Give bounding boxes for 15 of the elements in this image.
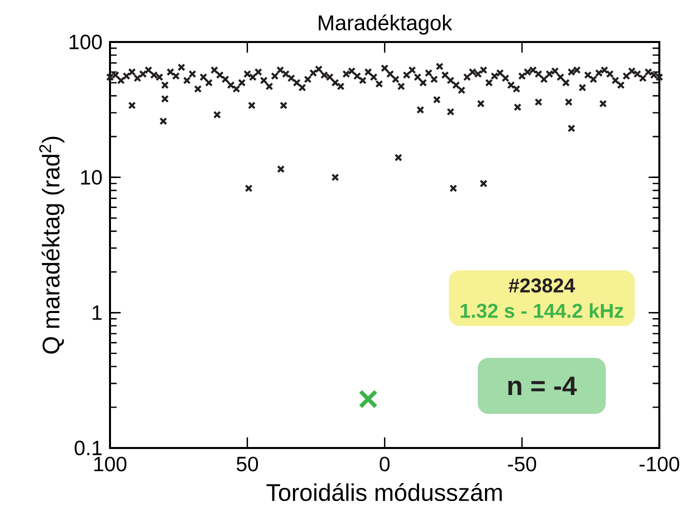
annotation: 1.32 s - 144.2 kHz — [460, 303, 624, 318]
chart-title: Maradéktagok — [318, 14, 452, 35]
annotation: #23824 — [508, 278, 576, 293]
y-tick-label: 100 — [70, 34, 102, 50]
x-tick-label: 50 — [236, 456, 258, 472]
x-tick-label: -50 — [508, 456, 536, 472]
annotation: n = -4 — [508, 376, 577, 396]
y-tick-label: 10 — [81, 170, 102, 185]
y-tick-label: 0.1 — [74, 440, 102, 456]
y-axis-title: Q maradéktag (rad$^{2}$) — [39, 136, 64, 354]
y-tick-label: 1 — [92, 306, 102, 320]
x-axis-title: Toroidális módusszám — [266, 483, 502, 502]
x-tick-label: 100 — [94, 456, 126, 472]
x-tick-label: -100 — [640, 456, 680, 472]
x-tick-label: 0 — [380, 456, 390, 472]
